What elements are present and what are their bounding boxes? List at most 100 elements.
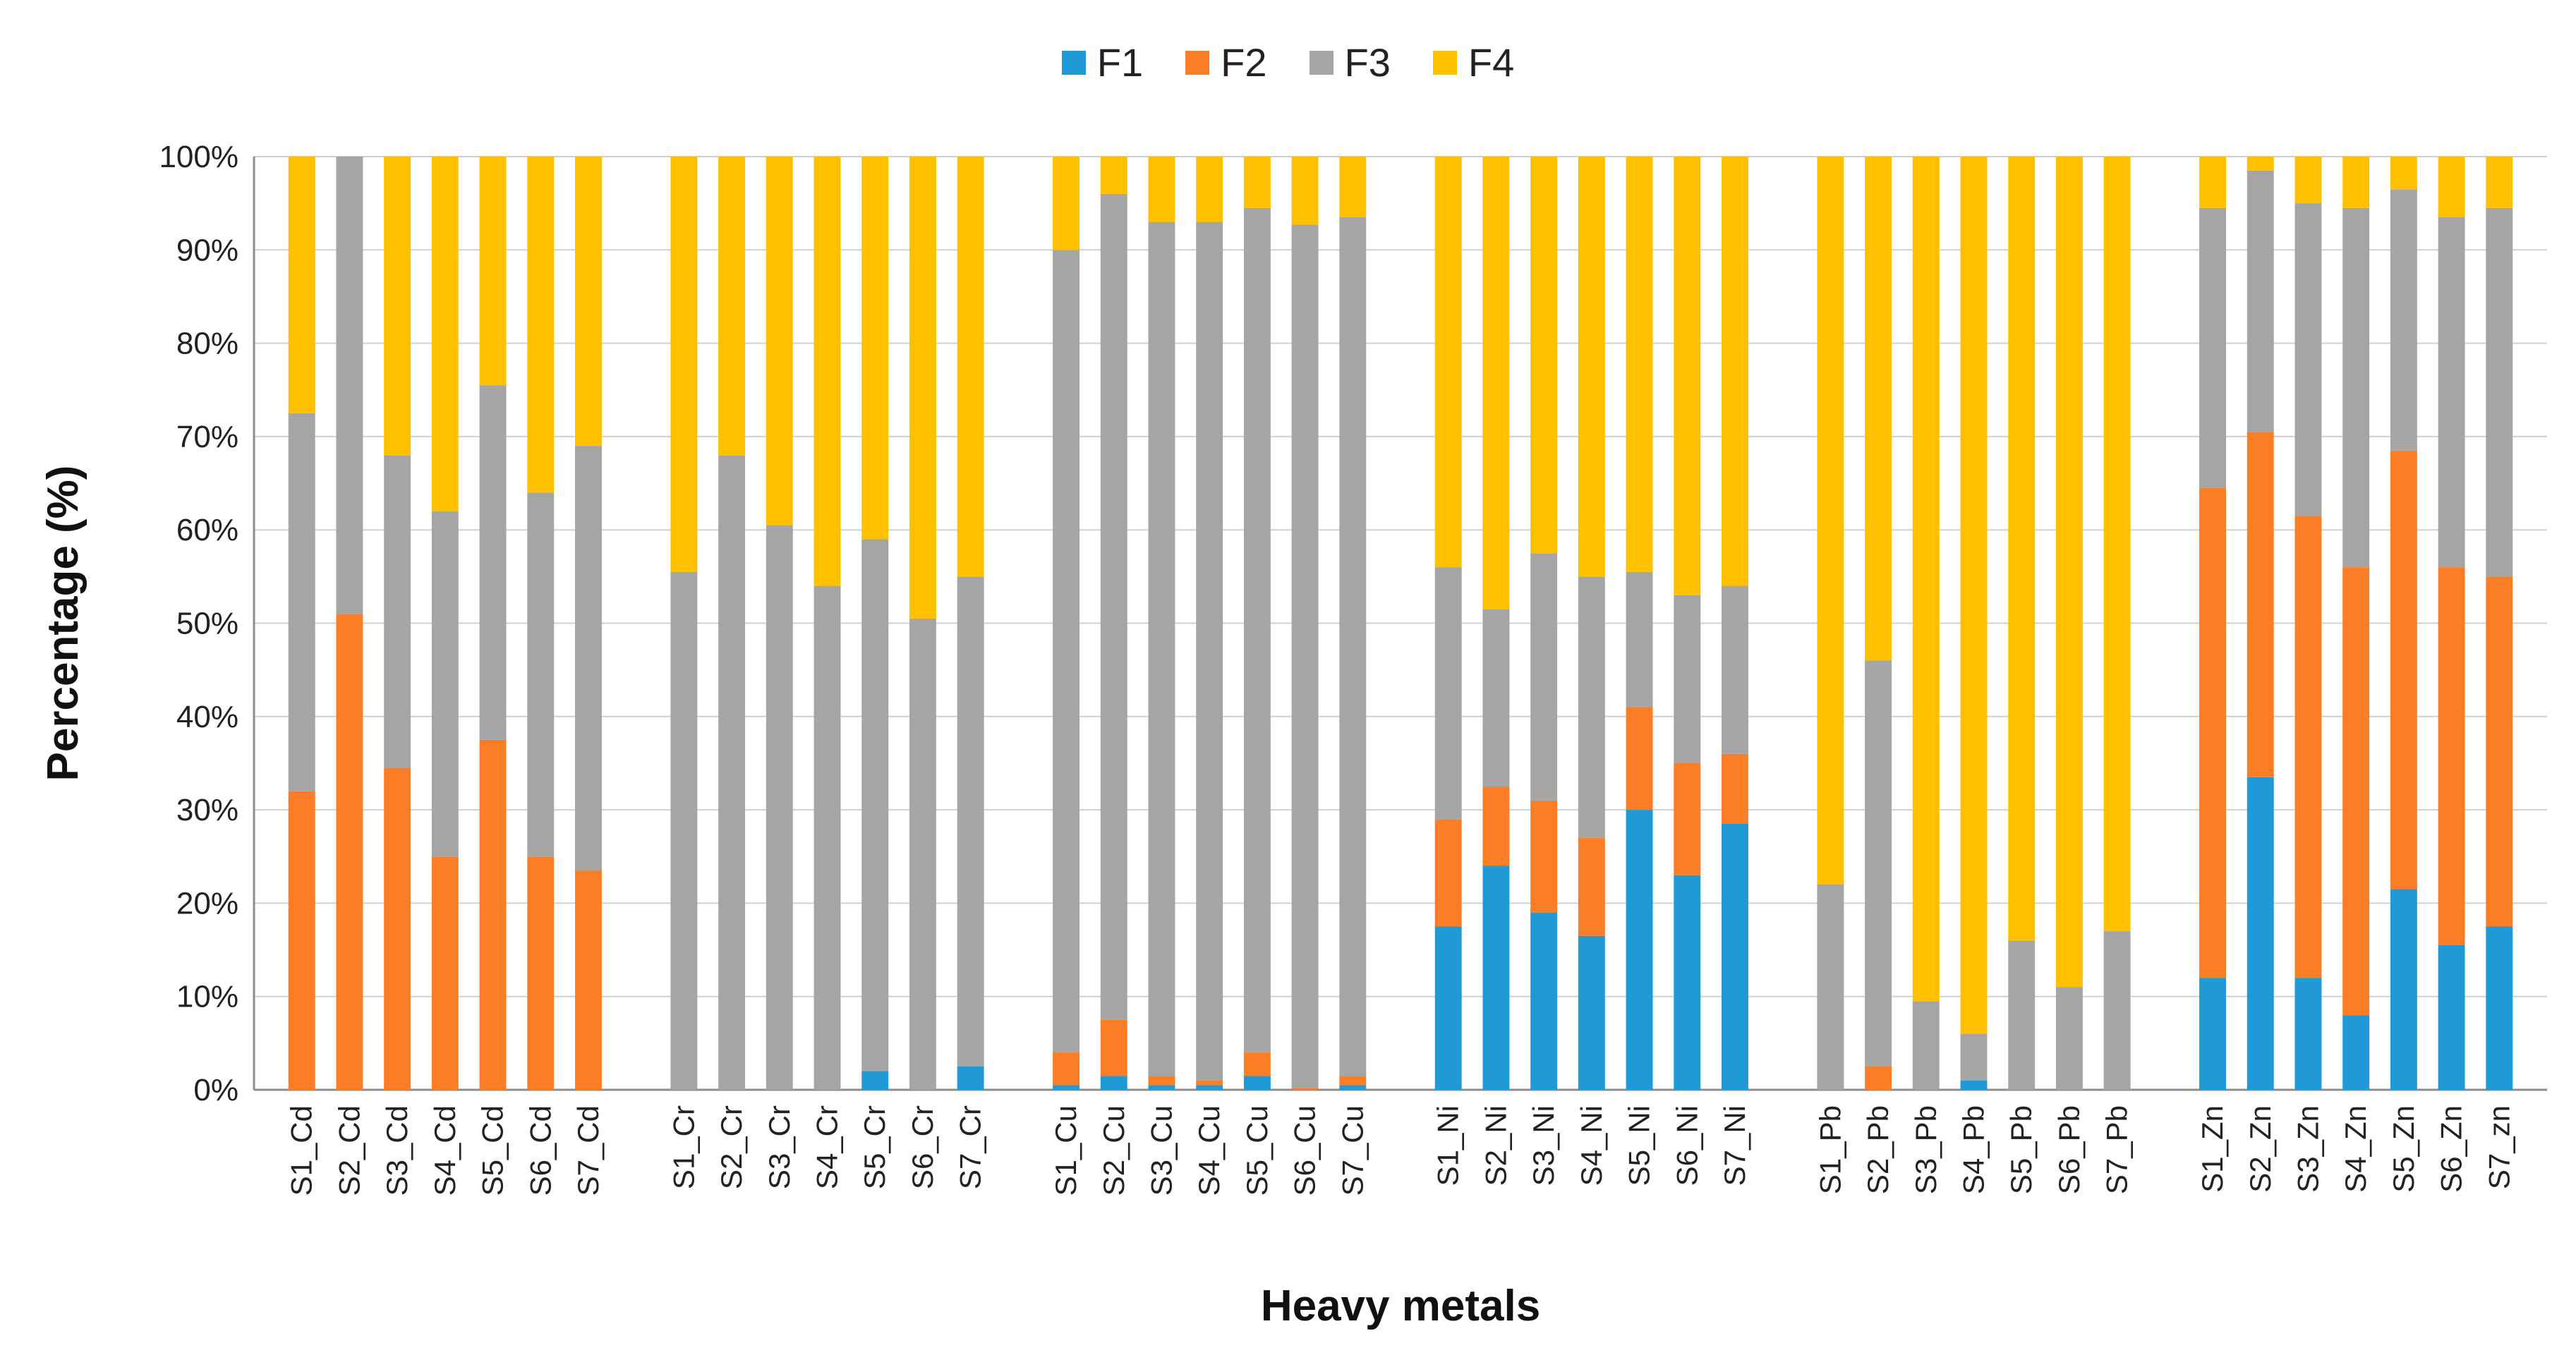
legend-label-f3: F3 — [1344, 40, 1391, 85]
bar-s4_cu-f4 — [1196, 157, 1223, 222]
bar-s1_cd-f2 — [288, 791, 315, 1090]
bar-s3_cu-f3 — [1148, 221, 1175, 1076]
y-axis-title: Percentage (%) — [39, 466, 87, 782]
bar-s5_cu-f4 — [1243, 157, 1271, 208]
bar-s2_zn-f3 — [2247, 170, 2274, 432]
bar-s3_ni-f2 — [1530, 800, 1558, 913]
x-category-label: S3_Cr — [763, 1105, 796, 1189]
x-category-label: S7_Cr — [954, 1105, 987, 1189]
x-category-label: S1_Cr — [667, 1105, 700, 1189]
x-category-label: S7_Cu — [1336, 1105, 1369, 1196]
bar-s4_zn-f2 — [2342, 567, 2370, 1016]
bar-s3_zn-f2 — [2294, 516, 2322, 978]
bar-s5_zn-f3 — [2390, 189, 2417, 451]
bar-s5_zn-f4 — [2390, 157, 2417, 190]
bar-s1_cr-f4 — [670, 157, 698, 572]
bar-s4_cr-f3 — [814, 585, 841, 1090]
x-category-label: S6_Ni — [1670, 1105, 1703, 1186]
x-category-labels: S1_Cd S2_Cd S3_Cd S4_Cd S5_Cd S6_Cd S7_Cd S1_Cr… — [285, 1105, 2516, 1196]
x-category-label: S1_Cu — [1049, 1105, 1082, 1196]
bar-s6_cr-f3 — [909, 618, 936, 1090]
bar-s6_cr-f4 — [909, 157, 936, 619]
bar-s2_zn-f2 — [2247, 432, 2274, 777]
bar-s7_cu-f4 — [1339, 157, 1367, 217]
bar-s5_cr-f3 — [861, 539, 889, 1071]
bar-s2_cu-f1 — [1100, 1076, 1127, 1090]
bar-s5_zn-f1 — [2390, 889, 2417, 1090]
bar-s7_ni-f4 — [1722, 157, 1748, 586]
bar-s3_cu-f2 — [1148, 1076, 1175, 1086]
x-category-label: S6_Zn — [2435, 1105, 2468, 1193]
bar-s6_cd-f3 — [527, 492, 555, 857]
bar-s3_ni-f4 — [1530, 157, 1558, 554]
bar-s7_ni-f2 — [1722, 753, 1748, 824]
x-category-label: S1_Ni — [1432, 1105, 1465, 1186]
gridlines — [254, 156, 2547, 1091]
legend-item-f3: F3 — [1309, 40, 1391, 85]
bar-s7_cu-f1 — [1339, 1085, 1367, 1090]
bar-s3_ni-f3 — [1530, 553, 1558, 801]
bar-s7_zn-f3 — [2486, 207, 2513, 577]
bar-s4_cu-f1 — [1196, 1085, 1223, 1090]
y-tick-label: 50% — [176, 607, 238, 641]
chart-legend: F1 F2 F3 F4 — [0, 40, 2576, 85]
bar-s3_cr-f3 — [766, 525, 793, 1090]
bar-s4_cd-f3 — [431, 511, 459, 857]
x-category-label: S7_Pb — [2100, 1105, 2134, 1194]
bar-s7_cr-f3 — [957, 576, 984, 1067]
x-category-label: S2_Pb — [1861, 1105, 1894, 1194]
y-tick-labels: 0% 10% 20% 30% 40% 50% 60% 70% 80% 90% 100% — [159, 140, 238, 1107]
x-category-label: S7_Cd — [572, 1105, 605, 1196]
bar-s7_ni-f3 — [1722, 585, 1748, 754]
bar-s6_ni-f2 — [1674, 763, 1701, 875]
bar-s3_ni-f1 — [1530, 912, 1558, 1090]
legend-label-f4: F4 — [1468, 40, 1515, 85]
x-category-label: S6_Cu — [1288, 1105, 1322, 1196]
bar-s2_pb-f3 — [1865, 660, 1892, 1067]
bar-s7_cu-f2 — [1339, 1076, 1367, 1086]
bar-s4_cr-f4 — [814, 157, 841, 586]
bar-s1_cd-f3 — [288, 413, 315, 791]
x-category-label: S4_Pb — [1957, 1105, 1990, 1194]
bar-s5_ni-f4 — [1626, 157, 1653, 572]
bar-s5_cd-f3 — [479, 385, 507, 740]
bar-s7_zn-f1 — [2486, 926, 2513, 1090]
bar-s7_cd-f3 — [575, 446, 602, 871]
bar-s7_zn-f4 — [2486, 157, 2513, 208]
x-category-label: S3_Pb — [1909, 1105, 1942, 1194]
bar-s4_pb-f4 — [1960, 157, 1988, 1034]
bar-s4_cd-f2 — [431, 856, 459, 1090]
bar-s2_cr-f4 — [718, 157, 746, 456]
bar-s3_zn-f1 — [2294, 978, 2322, 1090]
bar-s4_ni-f4 — [1578, 157, 1605, 577]
bar-s2_cd-f2 — [336, 614, 363, 1090]
bar-s6_ni-f1 — [1674, 875, 1701, 1090]
x-category-label: S3_Cd — [380, 1105, 413, 1196]
bar-s1_zn-f4 — [2199, 157, 2226, 208]
bar-s1_cu-f4 — [1053, 157, 1080, 250]
bar-s1_zn-f2 — [2199, 487, 2226, 978]
legend-label-f2: F2 — [1221, 40, 1267, 85]
y-tick-label: 20% — [176, 886, 238, 921]
bar-s2_ni-f4 — [1482, 157, 1510, 609]
bar-s3_cu-f4 — [1148, 157, 1175, 222]
bar-s6_pb-f4 — [2055, 157, 2083, 988]
bar-s5_cd-f2 — [479, 739, 507, 1090]
bar-s2_zn-f4 — [2247, 157, 2274, 171]
legend-swatch-f2 — [1185, 50, 1210, 75]
bar-s2_zn-f1 — [2247, 777, 2274, 1090]
bar-s1_ni-f1 — [1434, 926, 1462, 1090]
legend-item-f2: F2 — [1185, 40, 1267, 85]
bar-s5_cu-f1 — [1243, 1076, 1271, 1090]
bar-s7_pb-f3 — [2103, 931, 2131, 1090]
x-category-label: S6_Cr — [906, 1105, 939, 1189]
bar-s1_ni-f2 — [1434, 819, 1462, 927]
bar-s1_cu-f3 — [1053, 250, 1080, 1053]
y-tick-label: 100% — [159, 140, 238, 174]
legend-item-f1: F1 — [1061, 40, 1143, 85]
y-tick-label: 30% — [176, 793, 238, 827]
bar-s7_cr-f1 — [957, 1066, 984, 1090]
x-category-label: S6_Pb — [2052, 1105, 2086, 1194]
bar-s4_cd-f4 — [431, 157, 459, 511]
